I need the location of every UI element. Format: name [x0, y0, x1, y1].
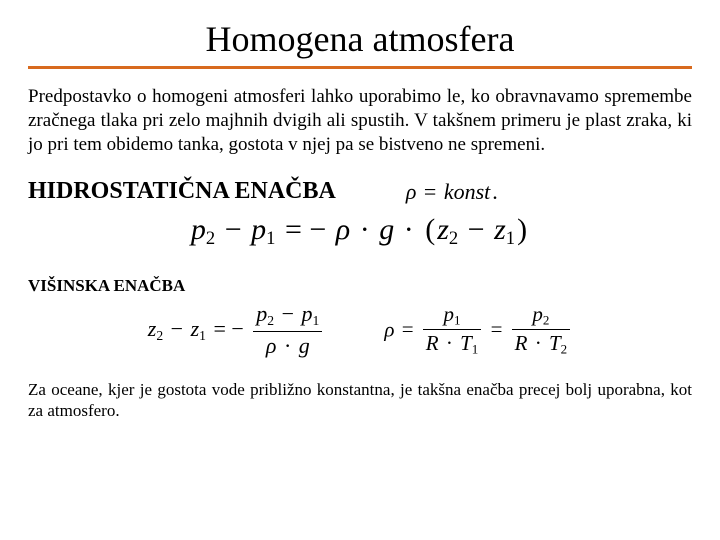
hydrostatic-heading: HIDROSTATIČNA ENAČBA: [28, 178, 336, 205]
height-equation-row: z2 − z1 = − p2 − p1 ρ · g ρ = p1: [28, 302, 692, 356]
hydrostatic-heading-row: HIDROSTATIČNA ENAČBA ρ = konst.: [28, 178, 692, 205]
closing-paragraph: Za oceane, kjer je gostota vode približn…: [28, 379, 692, 422]
height-equation-z: z2 − z1 = − p2 − p1 ρ · g: [148, 302, 325, 356]
title-rule: [28, 66, 692, 69]
height-equation-heading: VIŠINSKA ENAČBA: [28, 276, 692, 296]
intro-paragraph: Predpostavko o homogeni atmosferi lahko …: [28, 85, 692, 156]
hydrostatic-equation: p2 − p1 = − ρ · g · (z2 − z1): [28, 213, 692, 250]
page-title: Homogena atmosfera: [28, 18, 692, 60]
rho-const-equation: ρ = konst.: [406, 179, 500, 205]
height-equation-rho: ρ = p1 R · T1 = p2 R · T2: [384, 303, 572, 357]
